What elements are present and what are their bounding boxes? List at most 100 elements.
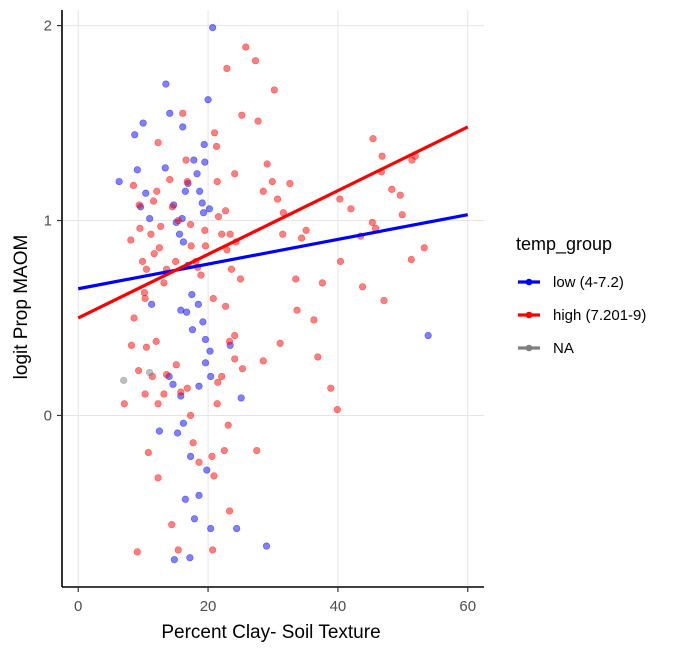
data-point [155, 427, 163, 435]
data-point [236, 275, 245, 283]
data-point [226, 230, 234, 238]
data-point [213, 400, 221, 408]
y-tick-label: 0 [44, 407, 52, 424]
data-point [208, 452, 216, 460]
data-point [133, 548, 141, 556]
data-point [187, 242, 195, 250]
data-point [263, 160, 271, 168]
data-point [155, 244, 163, 252]
data-point [172, 257, 180, 266]
data-point [168, 203, 176, 211]
data-point [135, 367, 143, 375]
data-point [231, 355, 239, 363]
data-point [293, 306, 301, 314]
data-point [388, 185, 396, 193]
data-point [407, 255, 415, 264]
data-point [177, 388, 185, 396]
x-axis-title: Percent Clay- Soil Texture [161, 622, 380, 643]
data-point [166, 175, 174, 184]
data-point [222, 207, 230, 215]
data-point [186, 554, 194, 562]
data-point [358, 283, 367, 291]
legend-marker [525, 344, 533, 352]
data-point [259, 187, 267, 195]
legend: low (4-7.2) high (7.201-9) NA [518, 274, 646, 357]
data-point [225, 337, 234, 345]
data-point [142, 343, 150, 351]
data-point [154, 138, 162, 147]
data-point [200, 140, 208, 149]
data-point [212, 142, 221, 151]
data-point [160, 279, 168, 287]
data-point [181, 495, 189, 503]
data-point [201, 242, 210, 250]
data-point [398, 211, 406, 219]
y-axis-title: logit Prop MAOM [11, 235, 32, 380]
data-point [214, 213, 223, 221]
data-point [179, 419, 188, 427]
trend-line [77, 213, 469, 291]
data-point [188, 291, 196, 299]
data-point [195, 491, 203, 499]
data-point [210, 472, 218, 480]
data-point [138, 257, 147, 266]
data-point [177, 306, 185, 314]
gridlines [62, 10, 484, 587]
data-point [198, 199, 206, 207]
data-point [188, 326, 197, 334]
data-point [142, 189, 150, 197]
data-point [333, 406, 341, 414]
trend-line [77, 125, 469, 320]
data-point [186, 452, 195, 460]
data-point [199, 318, 207, 326]
data-point [209, 546, 217, 554]
data-point [196, 187, 204, 195]
data-point [201, 226, 209, 234]
data-point [173, 429, 182, 437]
data-point [194, 300, 202, 308]
data-point [204, 96, 212, 104]
data-point [420, 244, 428, 252]
data-point [224, 421, 232, 429]
data-point [205, 205, 213, 213]
data-point [273, 195, 282, 203]
legend-marker [525, 311, 533, 319]
data-point [153, 187, 161, 195]
data-point [195, 458, 203, 466]
data-point [201, 335, 210, 344]
data-points [115, 23, 432, 564]
data-point [127, 236, 135, 244]
data-point [238, 111, 246, 119]
data-point [175, 230, 184, 238]
x-tick-label: 20 [200, 598, 217, 615]
data-point [168, 521, 176, 529]
data-point [140, 289, 149, 297]
data-point [149, 197, 158, 205]
data-point [222, 302, 230, 310]
data-point [218, 372, 226, 381]
data-point [209, 294, 217, 303]
legend-label: NA [553, 340, 574, 357]
data-point [238, 365, 247, 373]
data-point [233, 524, 241, 533]
data-point [378, 152, 386, 160]
data-point [181, 187, 189, 195]
data-point [302, 226, 310, 234]
data-point [369, 135, 377, 143]
data-point [218, 230, 226, 238]
data-point [152, 337, 160, 345]
data-point [251, 57, 260, 65]
data-point [199, 209, 208, 217]
legend-item: high (7.201-9) [518, 307, 646, 324]
data-point [146, 368, 154, 377]
data-point [424, 331, 432, 340]
data-point [327, 384, 335, 392]
legend-label: high (7.201-9) [553, 307, 646, 324]
trend-lines [77, 125, 469, 320]
data-point [206, 347, 214, 355]
data-point [154, 474, 162, 482]
data-point [115, 177, 123, 186]
data-point [141, 390, 149, 398]
data-point [368, 218, 376, 227]
data-point [347, 205, 355, 213]
